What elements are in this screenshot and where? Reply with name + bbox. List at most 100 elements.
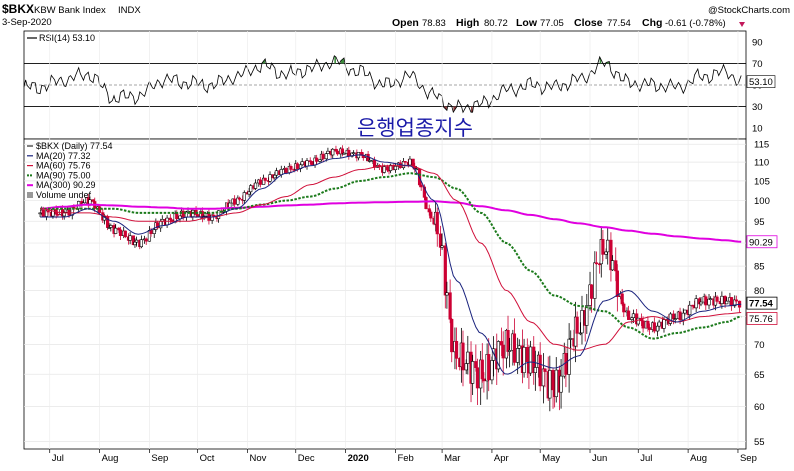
candle-body	[636, 317, 640, 325]
candle-body	[672, 313, 676, 320]
candle-body	[454, 340, 459, 359]
x-tick-label: Sep	[151, 453, 168, 464]
candle-body	[604, 251, 608, 255]
rsi-legend: RSI(14) 53.10	[39, 33, 95, 43]
candle-body	[88, 199, 92, 205]
candle-body	[292, 169, 296, 171]
candle-body	[559, 375, 563, 393]
candle-body	[627, 310, 631, 320]
rsi-oversold-fill	[471, 106, 473, 113]
ohlc-low-value: 77.05	[540, 18, 564, 29]
candle-body	[155, 222, 160, 229]
price-y-tick-label: 60	[754, 402, 765, 413]
x-tick-label: Jun	[592, 453, 607, 464]
candle-body	[641, 320, 645, 329]
candle-body	[326, 150, 330, 154]
header-ticker: $BKX	[2, 2, 34, 16]
candle-body	[324, 153, 328, 160]
rsi-y-tick-label: 10	[752, 124, 763, 135]
candle-body	[448, 292, 452, 320]
candle-body	[704, 296, 708, 306]
legend-swatch-volume	[27, 192, 33, 198]
price-last-box	[746, 235, 778, 249]
candle-body	[149, 230, 153, 234]
candle-body	[709, 298, 713, 300]
price-legend-entry: MA(300) 90.29	[36, 180, 96, 190]
candle-body	[508, 350, 512, 352]
candle-body	[538, 354, 542, 387]
candle-body	[331, 148, 335, 156]
ohlc-close-value: 77.54	[607, 18, 631, 29]
candle-body	[487, 354, 491, 381]
candle-body	[237, 197, 242, 200]
candle-body	[242, 192, 246, 201]
candle-body	[471, 361, 475, 384]
candle-body	[139, 239, 143, 248]
candle-body	[609, 239, 613, 271]
candle-body	[528, 346, 533, 374]
candle-body	[46, 210, 50, 213]
ohlc-chg-value: -0.61 (-0.78%)	[665, 18, 726, 29]
price-lines	[40, 154, 742, 375]
candle-body	[681, 312, 685, 321]
price-last-box	[746, 296, 778, 310]
candle-body	[466, 351, 470, 364]
candle-body	[516, 348, 520, 363]
x-tick-label: Aug	[102, 453, 119, 464]
x-tick-label: Jul	[52, 453, 64, 464]
candle-body	[295, 163, 299, 169]
candle-body	[321, 153, 325, 160]
x-tick-label: Sep	[740, 453, 757, 464]
candle-body	[258, 179, 262, 185]
candle-body	[522, 346, 526, 374]
candle-body	[212, 214, 216, 217]
ohlc-high-value: 80.72	[484, 18, 508, 29]
candle-body	[517, 345, 521, 349]
header-name: KBW Bank Index	[34, 5, 106, 16]
price-y-tick-label: 105	[754, 176, 770, 187]
rsi-last-box	[746, 75, 776, 88]
ma300-line	[40, 200, 742, 243]
candle-body	[411, 158, 415, 167]
candle-body	[631, 313, 636, 319]
candle-body	[393, 166, 398, 171]
candle-body	[480, 359, 484, 380]
candle-body	[707, 298, 711, 306]
candle-body	[688, 304, 692, 316]
candle-body	[450, 318, 454, 353]
candle-body	[284, 168, 288, 173]
candle-body	[144, 238, 148, 242]
x-tick-label: Jul	[640, 453, 652, 464]
candle-body	[622, 303, 626, 313]
candle-body	[683, 309, 687, 314]
x-tick-label: Nov	[250, 453, 267, 464]
candle-body	[646, 320, 650, 328]
candle-body	[593, 262, 597, 299]
price-legend-entry: MA(90) 75.00	[36, 170, 91, 180]
rsi-overbought-fill	[334, 55, 336, 64]
price-y-tick-label: 95	[754, 217, 765, 228]
price-y-tick-label: 115	[754, 140, 769, 151]
candle-body	[368, 160, 372, 162]
price-last-value: 90.29	[749, 237, 773, 248]
candle-body	[62, 211, 66, 217]
candle-body	[614, 260, 618, 272]
ma20-line	[40, 154, 742, 375]
candle-body	[263, 177, 267, 181]
candle-body	[668, 313, 673, 324]
candle-body	[305, 160, 309, 167]
candle-body	[233, 198, 237, 205]
x-tick-label: Apr	[494, 453, 509, 464]
price-y-tick-label: 70	[754, 340, 765, 351]
candle-body	[594, 262, 599, 265]
candle-body	[734, 299, 738, 302]
candle-body	[564, 353, 568, 375]
candle-body	[729, 297, 734, 307]
candle-body	[575, 316, 579, 334]
candle-body	[673, 318, 677, 320]
price-legend-entry: Volume undef	[36, 190, 92, 200]
candle-body	[585, 305, 589, 326]
candle-body	[424, 197, 428, 209]
candle-body	[461, 342, 465, 371]
candle-body	[580, 310, 584, 334]
